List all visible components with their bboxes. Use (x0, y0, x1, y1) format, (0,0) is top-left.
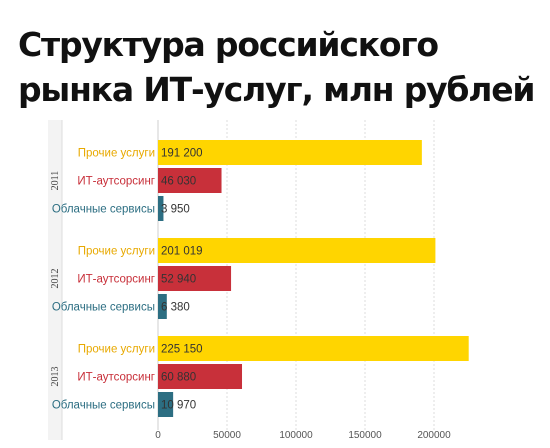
value-label-2011-0: 191 200 (161, 148, 203, 160)
year-label-2013: 2013 (50, 367, 61, 387)
year-band (48, 120, 62, 440)
bar-2013-2 (158, 392, 174, 417)
bar-2011-2 (158, 196, 164, 221)
value-label-2011-2: 3 950 (161, 204, 190, 216)
category-label-2013-1: ИТ-аутсорсинг (77, 372, 155, 384)
bar-2012-2 (158, 294, 167, 319)
bar-2012-0 (158, 238, 436, 263)
category-label-2012-2: Облачные сервисы (52, 302, 155, 314)
x-tick-label-200000: 200000 (417, 430, 451, 441)
value-label-2012-0: 201 019 (161, 246, 203, 258)
bar-2013-0 (158, 336, 469, 361)
category-label-2013-0: Прочие услуги (78, 344, 155, 356)
value-label-2013-0: 225 150 (161, 344, 203, 356)
category-label-2012-0: Прочие услуги (78, 246, 155, 258)
value-label-2012-2: 6 380 (161, 302, 190, 314)
x-tick-label-50000: 50000 (213, 430, 241, 441)
year-label-2012: 2012 (50, 269, 61, 289)
category-label-2012-1: ИТ-аутсорсинг (77, 274, 155, 286)
x-tick-label-100000: 100000 (279, 430, 313, 441)
bar-2011-1 (158, 168, 222, 193)
bar-2012-1 (158, 266, 232, 291)
value-label-2012-1: 52 940 (161, 274, 196, 286)
category-label-2011-1: ИТ-аутсорсинг (77, 176, 155, 188)
bar-2011-0 (158, 140, 422, 165)
year-label-2011: 2011 (50, 171, 61, 191)
x-tick-label-150000: 150000 (348, 430, 382, 441)
category-label-2011-0: Прочие услуги (78, 148, 155, 160)
category-label-2011-2: Облачные сервисы (52, 204, 155, 216)
value-label-2013-2: 10 970 (161, 400, 196, 412)
x-tick-label-0: 0 (155, 430, 161, 441)
bar-2013-1 (158, 364, 243, 389)
chart-title: Структура российского рынка ИТ-услуг, мл… (18, 25, 536, 109)
value-label-2011-1: 46 030 (161, 176, 196, 188)
value-label-2013-1: 60 880 (161, 372, 196, 384)
category-label-2013-2: Облачные сервисы (52, 400, 155, 412)
